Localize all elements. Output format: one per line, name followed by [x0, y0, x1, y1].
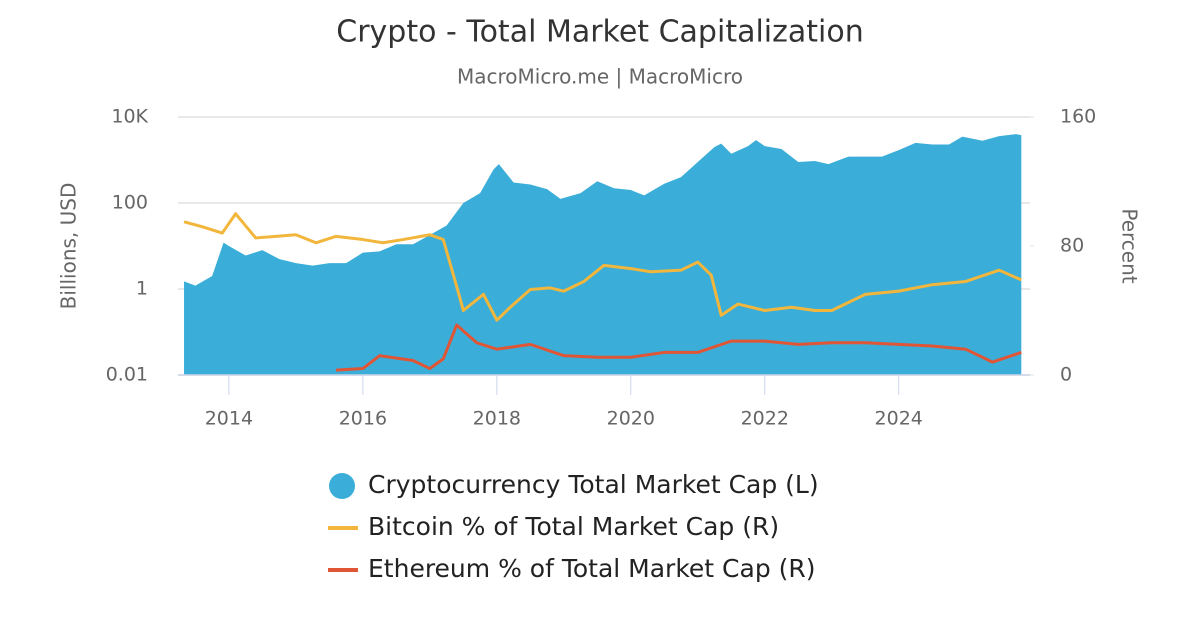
legend-label: Ethereum % of Total Market Cap (R)	[368, 554, 816, 583]
y-axis-title: Billions, USD	[57, 183, 81, 310]
y2-axis-title: Percent	[1118, 208, 1142, 283]
line	[183, 212, 1022, 322]
x-tick-label: 2018	[473, 408, 521, 430]
y2-tick-label: 80	[1060, 235, 1084, 257]
x-tick-label: 2020	[607, 408, 655, 430]
line	[335, 323, 1022, 372]
y-tick-label: 100	[112, 192, 148, 214]
y-tick-label: 10K	[111, 106, 148, 128]
area	[184, 134, 1022, 375]
x-tick-label: 2014	[205, 408, 253, 430]
legend-symbol	[329, 473, 355, 499]
y2-tick-label: 160	[1060, 106, 1096, 128]
y-tick-label: 1	[136, 278, 148, 300]
legend-label: Bitcoin % of Total Market Cap (R)	[368, 512, 779, 541]
x-tick-label: 2024	[875, 408, 923, 430]
legend-label: Cryptocurrency Total Market Cap (L)	[368, 470, 819, 499]
chart-title: Crypto - Total Market Capitalization	[336, 15, 863, 50]
y2-tick-label: 0	[1060, 364, 1072, 386]
y-tick-label: 0.01	[106, 364, 148, 386]
chart-subtitle: MacroMicro.me | MacroMicro	[457, 65, 743, 89]
x-tick-label: 2022	[741, 408, 789, 430]
x-tick-label: 2016	[339, 408, 387, 430]
